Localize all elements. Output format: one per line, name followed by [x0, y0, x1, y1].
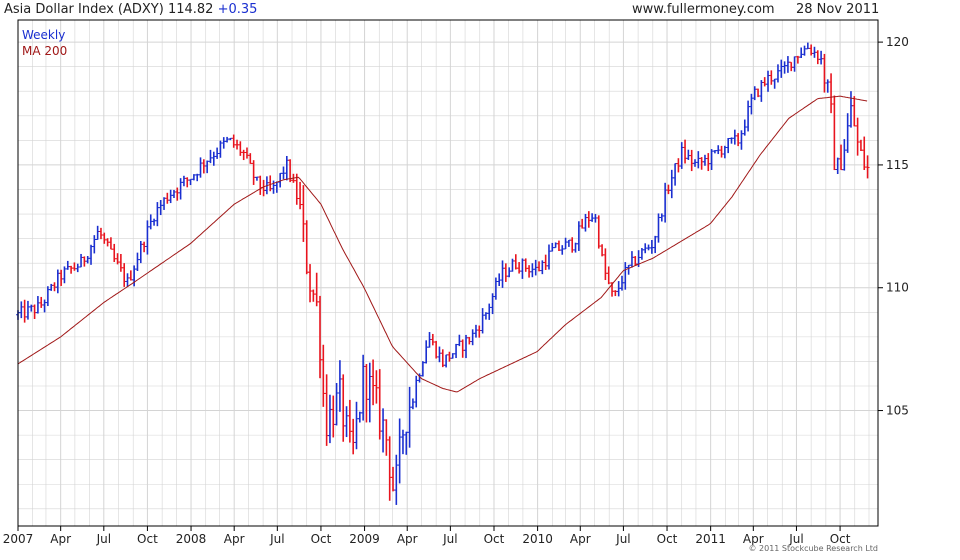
- chart-date: 28 Nov 2011: [796, 2, 880, 17]
- x-tick-label: Apr: [570, 532, 591, 546]
- y-tick-label: 110: [886, 281, 909, 295]
- x-tick-label: Jul: [442, 532, 457, 546]
- x-tick-label: 2008: [176, 532, 207, 546]
- site-url[interactable]: www.fullermoney.com: [632, 2, 775, 17]
- x-tick-label: Apr: [397, 532, 418, 546]
- y-tick-label: 120: [886, 35, 909, 49]
- plot-background: [18, 20, 878, 526]
- last-price: 114.82: [167, 2, 214, 17]
- copyright-note: © 2011 Stockcube Research Ltd: [748, 544, 878, 553]
- plot-frame: [17, 19, 879, 527]
- price-change: +0.35: [217, 2, 258, 17]
- x-tick-label: Apr: [50, 532, 71, 546]
- x-tick-label: Jul: [788, 532, 803, 546]
- y-tick-label: 105: [886, 404, 909, 418]
- x-tick-label: Oct: [484, 532, 505, 546]
- ma200-line: [17, 95, 868, 393]
- x-tick-label: 2007: [3, 532, 34, 546]
- x-tick-label: 2011: [695, 532, 726, 546]
- x-tick-label: Oct: [137, 532, 158, 546]
- chart-title: Asia Dollar Index (ADXY): [4, 2, 164, 17]
- legend-ma200: MA 200: [22, 44, 68, 58]
- x-tick-label: Jul: [96, 532, 111, 546]
- x-tick-label: Jul: [615, 532, 630, 546]
- x-tick-label: Apr: [224, 532, 245, 546]
- x-tick-label: Oct: [830, 532, 851, 546]
- x-tick-label: Jul: [269, 532, 284, 546]
- chart-header: Asia Dollar Index (ADXY) 114.82 +0.35: [4, 2, 257, 17]
- x-tick-label: Oct: [311, 532, 332, 546]
- y-tick-label: 115: [886, 158, 909, 172]
- x-tick-label: Oct: [657, 532, 678, 546]
- x-tick-label: 2009: [349, 532, 380, 546]
- x-tick-label: 2010: [522, 532, 553, 546]
- x-tick-label: Apr: [743, 532, 764, 546]
- legend-weekly: Weekly: [22, 28, 66, 42]
